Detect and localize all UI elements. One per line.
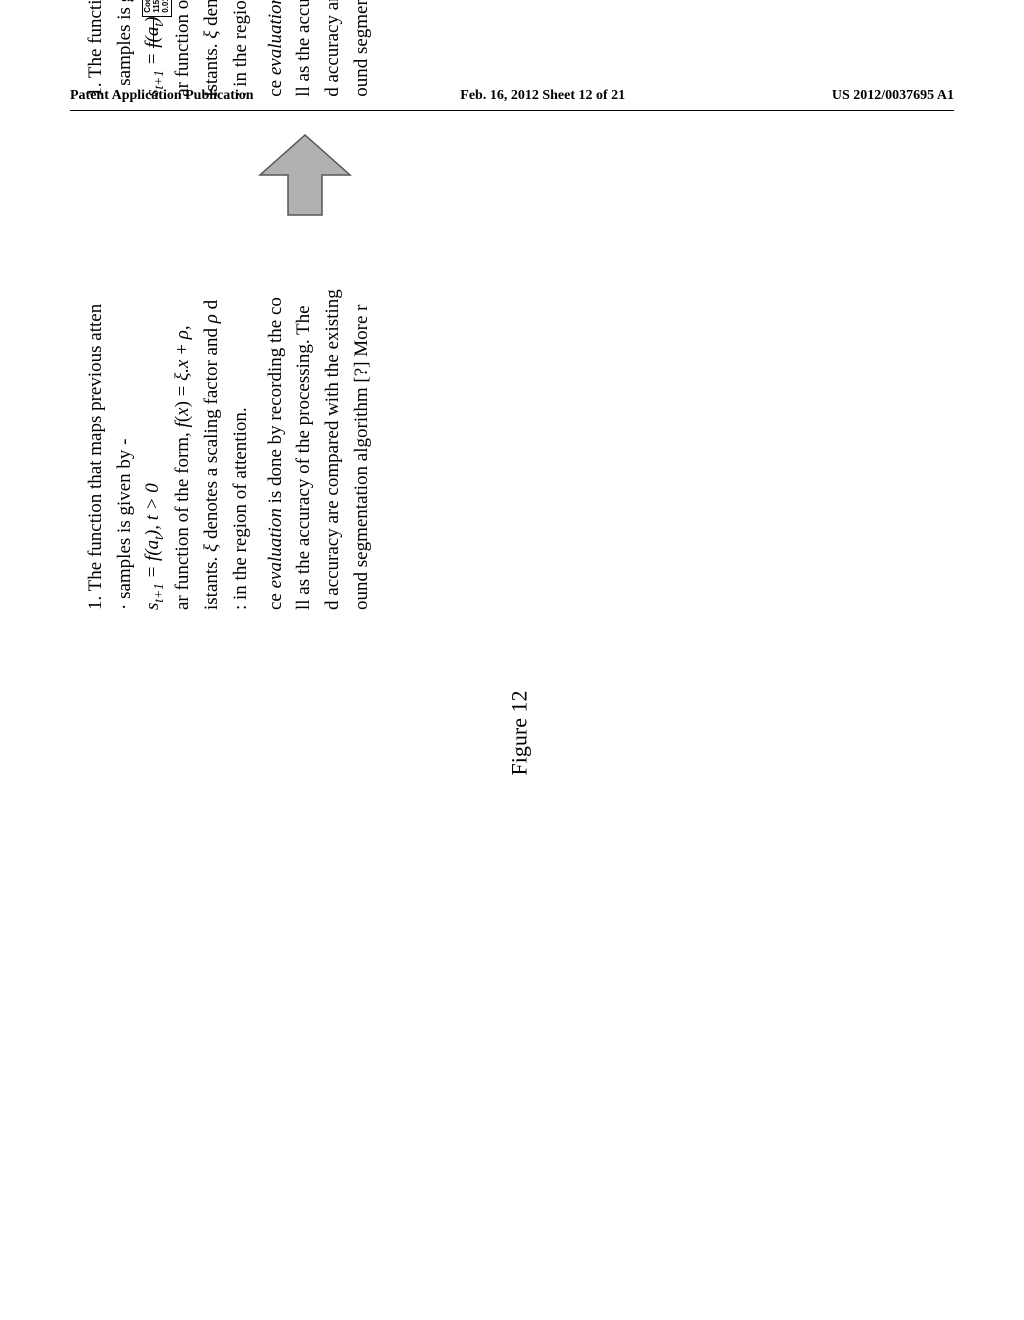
right-text-block: 1. The function that maps previous atten… [80,0,378,97]
left-text-block: 1. The function that maps previous atten… [80,253,378,610]
left-line2: · samples is given by - [113,253,138,610]
figure-caption: Figure 12 [506,691,532,776]
right-line9: ound segmentation algorithm [?] More r [350,0,375,97]
right-line7: ll as the accuracy of the processing. Th… [292,0,317,97]
left-line8: d accuracy are compared with the existin… [321,253,346,610]
left-line3: ar function of the form, f(x) = ξ.x + ρ, [171,253,196,610]
left-line4: istants. ξ denotes a scaling factor and … [200,253,225,610]
left-line6: ce evaluation is done by recording the c… [264,253,289,610]
right-line8: d accuracy are compared with the existin… [321,0,346,97]
left-line1: 1. The function that maps previous atten [84,253,109,610]
figure-content: 1. The function that maps previous atten… [80,150,950,610]
right-line3: ar function of the form, f(x) = ξ.x + ρ, [171,0,196,97]
right-line5: : in the region of attention. [229,0,254,97]
right-line6: ce evaluation is done by recording the c… [264,0,289,97]
arrow-column [80,127,360,223]
left-line7: ll as the accuracy of the processing. Th… [292,253,317,610]
header-right: US 2012/0037695 A1 [832,88,954,104]
left-line9: ound segmentation algorithm [?] More r [350,253,375,610]
right-line4: istants. ξ denotes a scaling factor and … [200,0,225,97]
right-line2: · samples is given by - [113,0,138,97]
left-line5: : in the region of attention. [229,253,254,610]
right-line1: 1. The function that maps previous atten [84,0,109,97]
left-formula: st+1 = f(at), t > 0 [141,253,167,610]
barcode-info-box: Code 128 11530 0.016 seconds [142,0,172,17]
arrow-right-icon [250,130,360,220]
box-line3: 0.016 seconds [162,0,171,13]
